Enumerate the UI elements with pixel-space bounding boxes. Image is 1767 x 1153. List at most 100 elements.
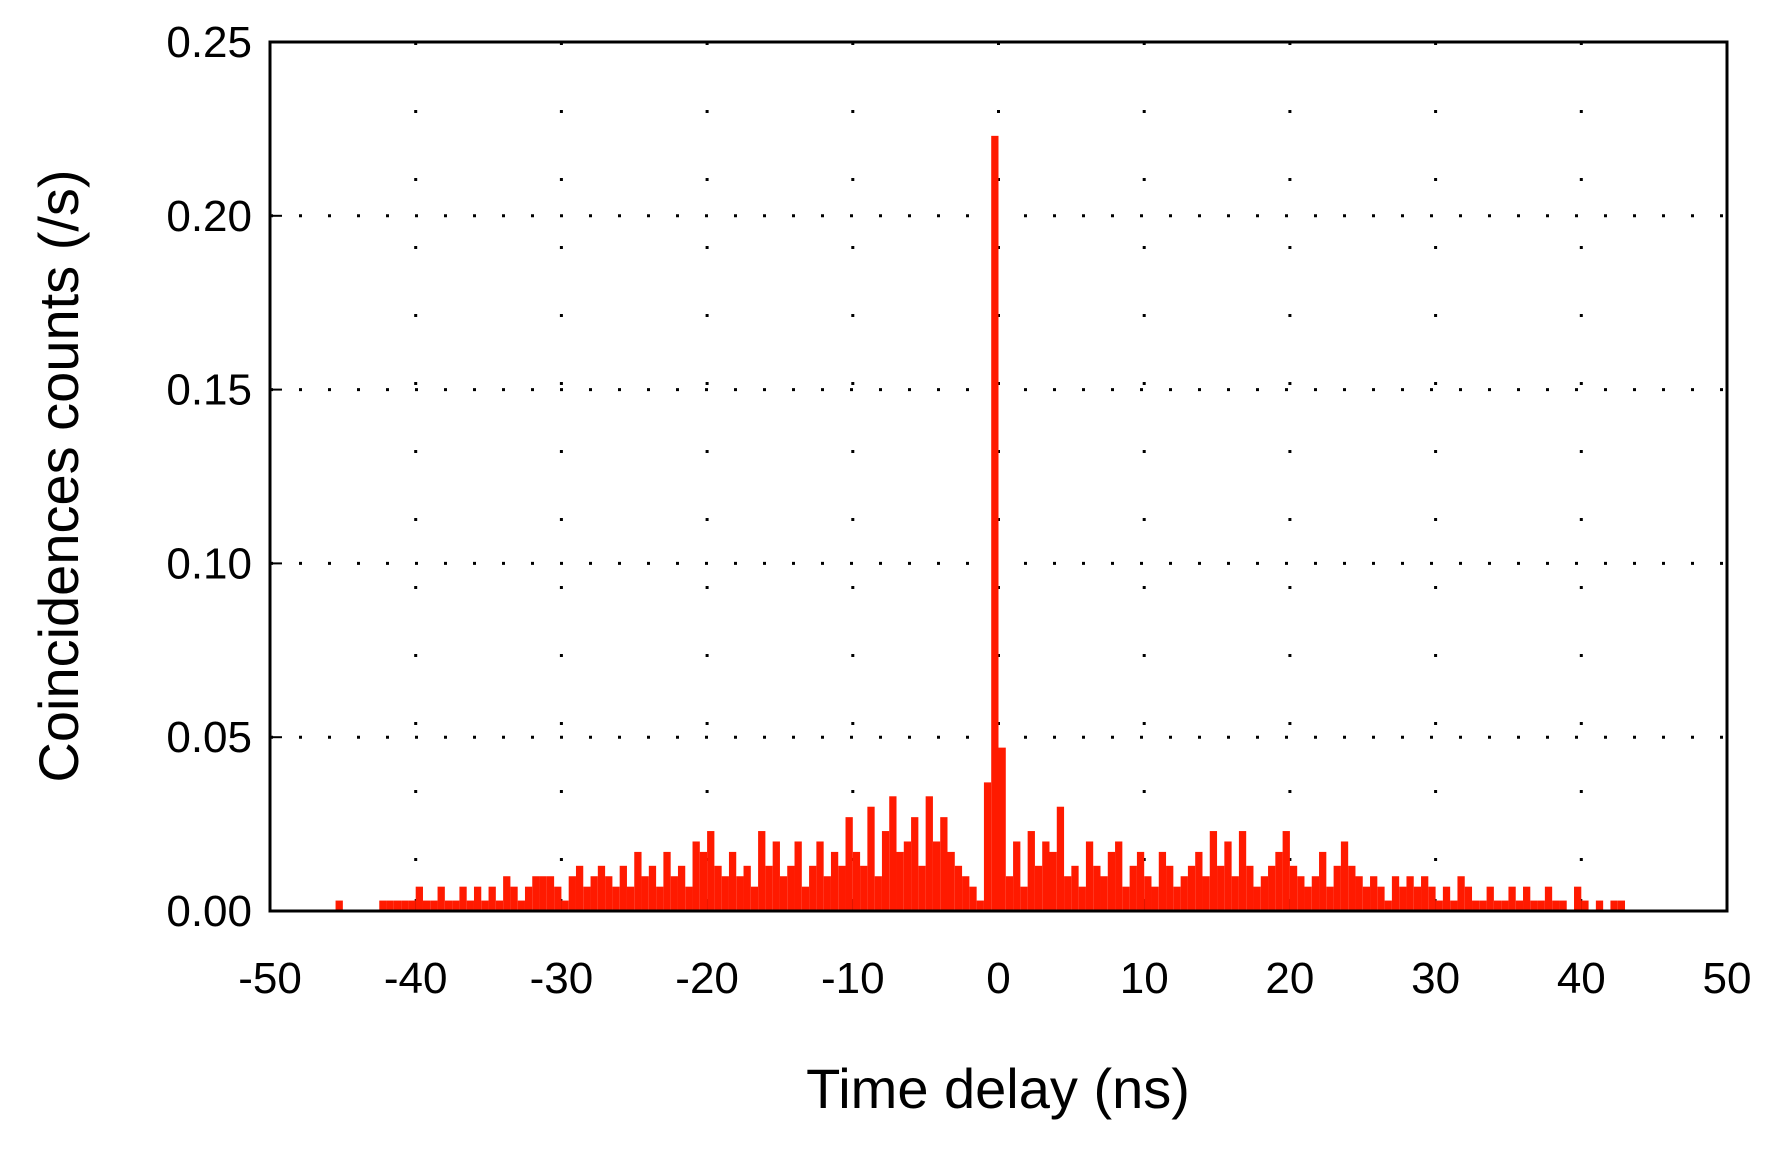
bar bbox=[1049, 851, 1057, 911]
bar bbox=[714, 865, 722, 911]
bar bbox=[386, 900, 394, 911]
bar bbox=[568, 876, 576, 911]
y-tick-label: 0.00 bbox=[166, 887, 252, 936]
bar bbox=[1013, 841, 1021, 911]
bar bbox=[823, 876, 831, 911]
bar bbox=[962, 876, 970, 911]
bar bbox=[758, 831, 766, 911]
bar bbox=[561, 900, 569, 911]
bar bbox=[1391, 876, 1400, 911]
bar bbox=[1333, 865, 1341, 911]
bar bbox=[1064, 876, 1072, 911]
bar bbox=[736, 876, 744, 911]
bar bbox=[1319, 851, 1327, 911]
bar bbox=[1486, 886, 1494, 911]
bar bbox=[1027, 831, 1035, 911]
bar bbox=[1078, 886, 1086, 911]
bar bbox=[1253, 886, 1261, 911]
bar bbox=[1493, 900, 1502, 911]
bar bbox=[503, 876, 511, 911]
x-tick-label: 0 bbox=[986, 954, 1010, 1003]
bar bbox=[524, 886, 533, 911]
bar bbox=[444, 900, 453, 911]
bar bbox=[1362, 886, 1371, 911]
bar bbox=[1100, 876, 1108, 911]
bar bbox=[597, 865, 606, 911]
bar bbox=[539, 876, 547, 911]
bar bbox=[1421, 876, 1429, 911]
bar bbox=[932, 841, 941, 911]
bar bbox=[495, 900, 504, 911]
bar bbox=[619, 865, 627, 911]
bar bbox=[379, 900, 387, 911]
bar bbox=[816, 841, 824, 911]
bar bbox=[845, 817, 853, 911]
bar bbox=[1187, 865, 1196, 911]
bar bbox=[765, 865, 773, 911]
bar bbox=[1515, 900, 1524, 911]
bar bbox=[415, 886, 423, 911]
bar bbox=[787, 865, 795, 911]
bar bbox=[1355, 876, 1363, 911]
bar bbox=[401, 900, 409, 911]
bar bbox=[947, 851, 955, 911]
bar bbox=[1479, 900, 1487, 911]
bar bbox=[1260, 876, 1269, 911]
bar bbox=[1384, 900, 1392, 911]
bar bbox=[1158, 851, 1167, 911]
bar bbox=[488, 886, 496, 911]
bar bbox=[991, 135, 999, 912]
x-tick-label: 10 bbox=[1120, 954, 1169, 1003]
bar bbox=[1085, 841, 1094, 911]
bar bbox=[1595, 900, 1604, 911]
bar bbox=[1195, 851, 1203, 911]
bar bbox=[1428, 886, 1436, 911]
bar bbox=[430, 900, 438, 911]
bar bbox=[918, 865, 926, 911]
bar bbox=[860, 865, 868, 911]
bar bbox=[481, 900, 489, 911]
bar bbox=[1020, 886, 1028, 911]
bar bbox=[1304, 886, 1312, 911]
y-tick-label: 0.20 bbox=[166, 192, 252, 241]
bar bbox=[801, 886, 810, 911]
bar bbox=[954, 865, 963, 911]
bar bbox=[626, 886, 635, 911]
bar bbox=[1115, 841, 1123, 911]
bar bbox=[1610, 900, 1618, 911]
bar bbox=[867, 806, 875, 911]
bar bbox=[1311, 876, 1320, 911]
bar bbox=[1406, 876, 1414, 911]
bar bbox=[1136, 851, 1145, 911]
bar bbox=[750, 886, 759, 911]
bar bbox=[437, 886, 445, 911]
bar bbox=[663, 851, 671, 911]
bar bbox=[590, 876, 598, 911]
bar bbox=[685, 886, 693, 911]
x-tick-label: -30 bbox=[530, 954, 594, 1003]
bar bbox=[677, 865, 686, 911]
bar bbox=[510, 886, 518, 911]
bar bbox=[707, 831, 715, 911]
bar bbox=[809, 865, 817, 911]
bar bbox=[459, 886, 467, 911]
bar bbox=[1071, 865, 1079, 911]
bar bbox=[583, 886, 591, 911]
bar bbox=[656, 886, 664, 911]
bar bbox=[1238, 831, 1247, 911]
bar bbox=[1348, 865, 1356, 911]
bar bbox=[1005, 876, 1014, 911]
bar bbox=[794, 841, 802, 911]
bar bbox=[838, 865, 846, 911]
bar bbox=[1224, 841, 1232, 911]
bar bbox=[1034, 865, 1043, 911]
bar bbox=[1377, 886, 1385, 911]
bar bbox=[408, 900, 416, 911]
bar bbox=[1559, 900, 1567, 911]
bar bbox=[1246, 865, 1254, 911]
bar bbox=[940, 817, 948, 911]
y-axis-label: Coincidences counts (/s) bbox=[27, 169, 90, 782]
bar bbox=[1552, 900, 1560, 911]
bar bbox=[1166, 865, 1174, 911]
x-tick-label: -10 bbox=[821, 954, 885, 1003]
